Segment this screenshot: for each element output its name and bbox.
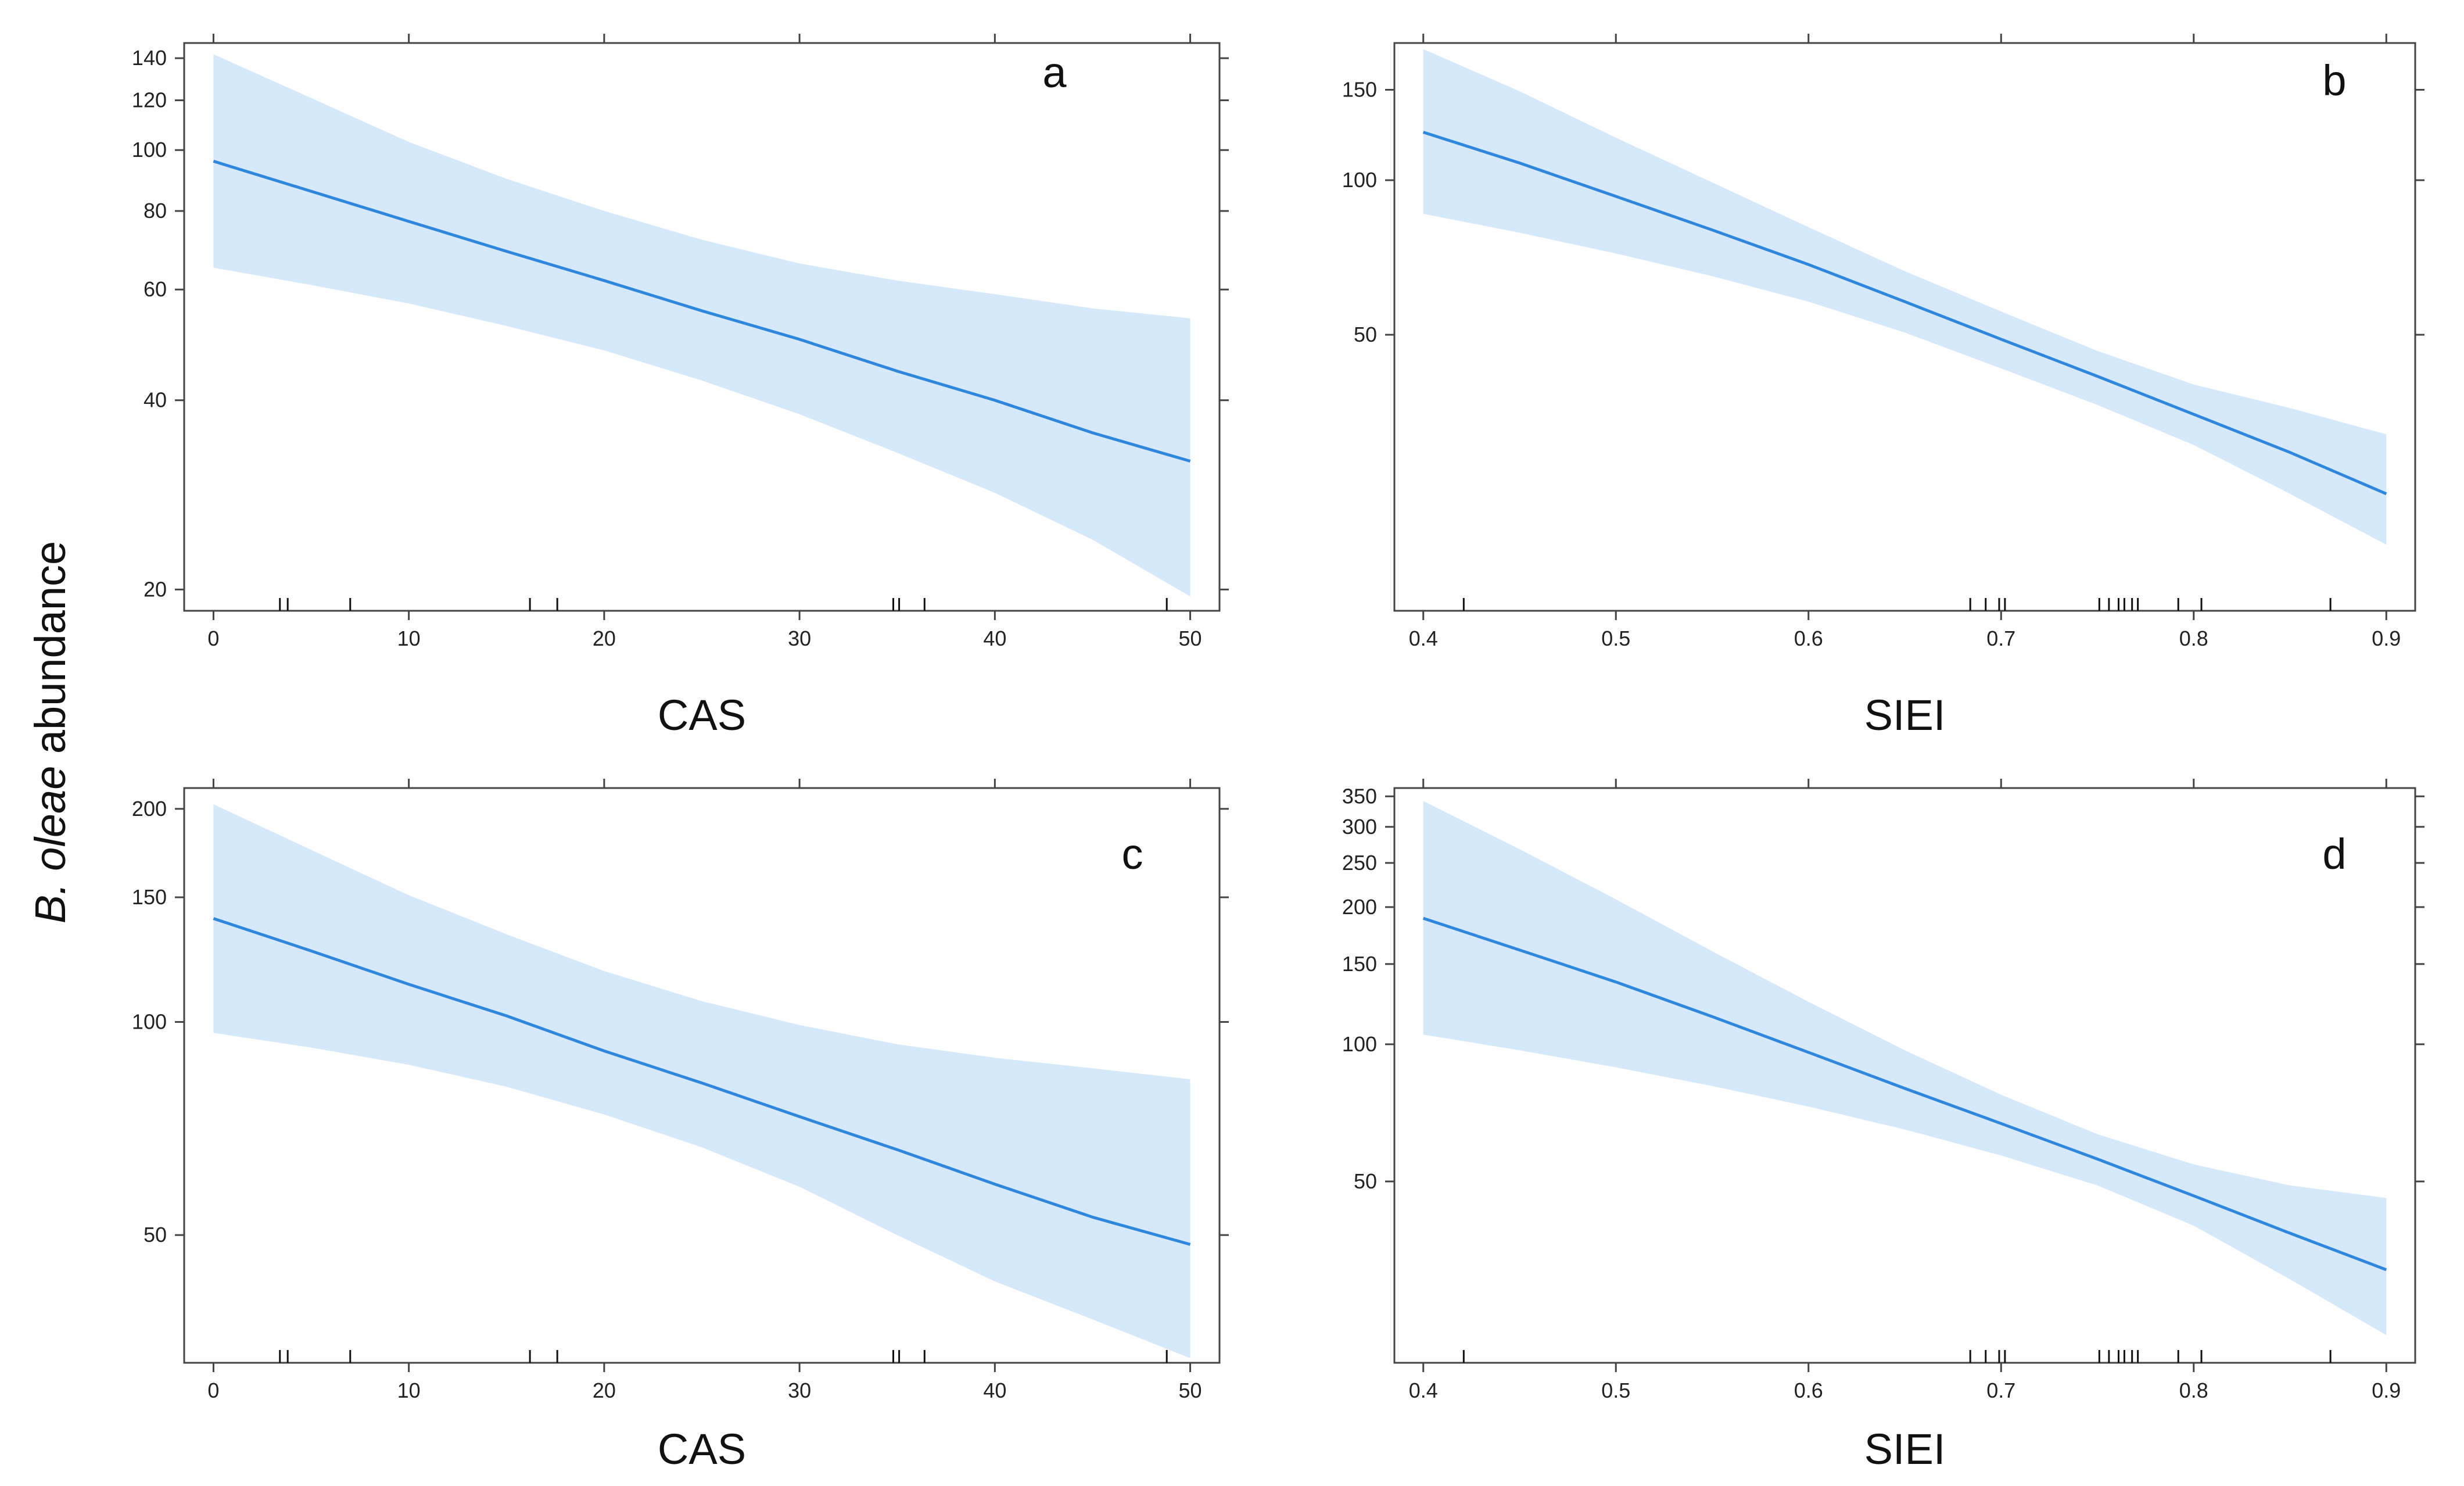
chart-panel-b: 0.4 0.5 0.6 0.7 0.8 0.9 50 100 150 b SIEI [1342,34,2424,739]
y-tick-label: 200 [132,797,167,821]
fitted-line [1422,131,2387,495]
fitted-line [213,917,1191,1246]
fitted-line [213,160,1191,463]
x-axis-title: CAS [658,691,746,739]
x-axis-title: CAS [658,1425,746,1473]
y-tick-label: 80 [144,199,167,223]
x-tick-label: 0.8 [2179,1378,2208,1402]
y-tick-label: 100 [1342,168,1377,192]
y-tick-label: 200 [1342,895,1377,919]
y-tick-label: 100 [132,138,167,162]
confidence-band [213,54,1190,597]
y-tick-label: 50 [144,1223,167,1247]
y-axis-title: B. oleae abundance [26,541,74,923]
x-tick-label: 0.7 [1986,626,2015,650]
x-tick-label: 20 [593,626,616,650]
x-tick-label: 0.6 [1794,626,1823,650]
plot-frame [183,787,1221,1364]
chart-panel-d: 0.4 0.5 0.6 0.7 0.8 0.9 50 100 150 200 250 300 350 d S… [1342,779,2424,1473]
x-tick-label: 0.4 [1409,1378,1438,1402]
x-tick-label: 0.6 [1794,1378,1823,1402]
panel-letter: d [2322,830,2346,878]
panel-letter: c [1122,830,1143,878]
x-tick-label: 0.4 [1409,626,1438,650]
x-tick-label: 0 [207,626,219,650]
y-tick-label: 150 [132,885,167,909]
y-tick-label: 140 [132,46,167,70]
x-tick-label: 50 [1179,1378,1202,1402]
x-tick-label: 30 [788,626,811,650]
y-tick-label: 300 [1342,815,1377,839]
x-tick-label: 0.8 [2179,626,2208,650]
y-tick-label: 120 [132,88,167,112]
x-tick-label: 30 [788,1378,811,1402]
confidence-band [1423,801,2387,1335]
confidence-band [1423,49,2387,545]
fitted-line [1422,916,2387,1272]
x-axis-title: SIEI [1864,691,1946,739]
x-tick-label: 20 [593,1378,616,1402]
confidence-band [213,804,1190,1358]
x-tick-label: 0 [207,1378,219,1402]
y-tick-label: 50 [1354,323,1377,346]
y-tick-label: 20 [144,577,167,601]
y-tick-label: 250 [1342,851,1377,875]
plot-frame [1393,42,2416,612]
panel-letter: a [1042,48,1067,96]
x-tick-label: 0.9 [2372,626,2401,650]
y-tick-label: 60 [144,277,167,301]
y-tick-label: 350 [1342,784,1377,808]
x-tick-label: 40 [983,1378,1006,1402]
plot-frame [1393,787,2416,1364]
y-tick-label: 150 [1342,77,1377,101]
y-tick-label: 50 [1354,1169,1377,1193]
y-tick-label: 100 [1342,1032,1377,1056]
x-tick-label: 50 [1179,626,1202,650]
x-tick-label: 10 [397,1378,421,1402]
chart-panel-c: 0 10 20 30 40 50 50 100 150 200 c CAS [132,779,1229,1473]
x-tick-label: 0.5 [1601,626,1630,650]
x-tick-label: 0.9 [2372,1378,2401,1402]
y-tick-label: 40 [144,388,167,412]
y-tick-label: 100 [132,1009,167,1033]
x-tick-label: 0.7 [1986,1378,2015,1402]
panel-letter: b [2322,56,2346,105]
x-tick-label: 40 [983,626,1006,650]
y-tick-label: 150 [1342,952,1377,976]
x-axis-title: SIEI [1864,1425,1946,1473]
x-tick-label: 10 [397,626,421,650]
chart-panel-a: 0 10 20 30 40 50 20 40 60 80 100 120 140 a CAS [132,34,1229,739]
x-tick-label: 0.5 [1601,1378,1630,1402]
plot-frame [183,42,1221,612]
